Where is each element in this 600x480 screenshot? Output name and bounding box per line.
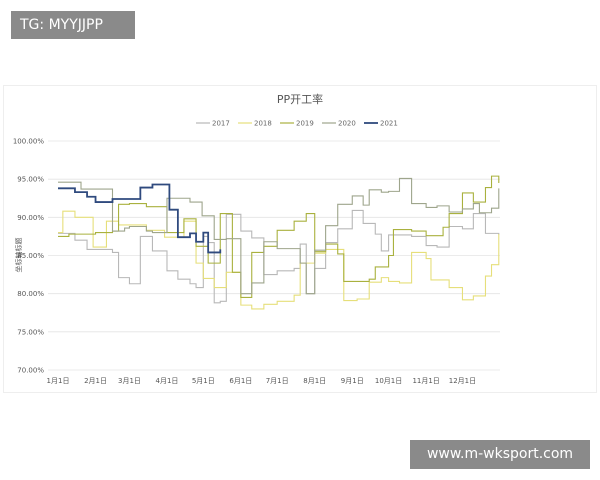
x-tick-label: 2月1日 xyxy=(84,377,107,385)
series-line-2020 xyxy=(58,177,500,295)
y-axis-ticks: 100.00% 95.00% 90.00% 85.00% 80.00% 75.00% 70.… xyxy=(13,138,44,375)
watermark-bottom-right: www.m-wksport.com xyxy=(410,440,590,469)
series-line-2019 xyxy=(58,175,500,299)
legend-label: 2019 xyxy=(296,120,314,128)
legend-label: 2021 xyxy=(380,120,398,128)
x-tick-label: 9月1日 xyxy=(341,377,364,385)
x-tick-label: 8月1日 xyxy=(303,377,326,385)
x-axis-ticks: 1月1日 2月1日 3月1日 4月1日 5月1日 6月1日 7月1日 8月1日 9月1日 10月1… xyxy=(47,377,477,385)
y-tick-label: 90.00% xyxy=(17,214,44,222)
x-tick-label: 4月1日 xyxy=(156,377,179,385)
x-tick-label: 7月1日 xyxy=(266,377,289,385)
legend-label: 2017 xyxy=(212,120,230,128)
chart-title: PP开工率 xyxy=(277,92,323,106)
y-tick-label: 95.00% xyxy=(17,176,44,184)
watermark-top-left: TG: MYYJJPP xyxy=(11,11,135,39)
legend-label: 2018 xyxy=(254,120,272,128)
y-tick-label: 100.00% xyxy=(13,138,44,146)
y-axis-label: 坐标轴标题 xyxy=(14,238,23,273)
series-lines xyxy=(58,175,500,310)
x-tick-label: 12月1日 xyxy=(449,377,476,385)
x-tick-label: 1月1日 xyxy=(47,377,70,385)
gridlines xyxy=(48,140,500,371)
x-tick-label: 6月1日 xyxy=(229,377,252,385)
x-tick-label: 11月1日 xyxy=(412,377,439,385)
y-tick-label: 80.00% xyxy=(17,290,44,298)
legend-label: 2020 xyxy=(338,120,356,128)
series-line-2021 xyxy=(58,183,222,254)
y-tick-label: 85.00% xyxy=(17,252,44,260)
y-tick-label: 70.00% xyxy=(17,367,44,375)
x-tick-label: 5月1日 xyxy=(192,377,215,385)
series-line-2018 xyxy=(58,210,500,310)
y-tick-label: 75.00% xyxy=(17,328,44,336)
x-tick-label: 3月1日 xyxy=(118,377,141,385)
legend: 2017 2018 2019 2020 2021 xyxy=(196,120,398,128)
series-line-2017 xyxy=(58,209,500,304)
x-tick-label: 10月1日 xyxy=(375,377,402,385)
chart-frame xyxy=(3,85,597,393)
